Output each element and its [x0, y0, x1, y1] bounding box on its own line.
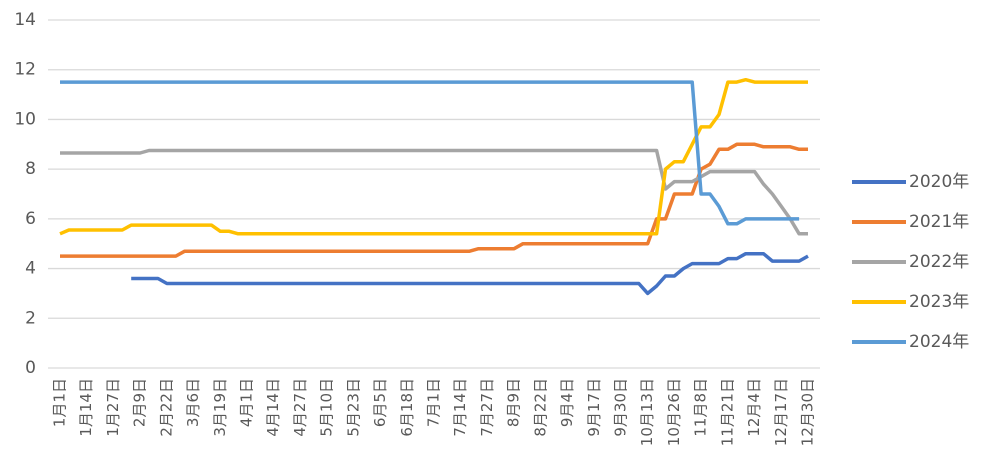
x-tick-label: 12月4日 — [745, 378, 763, 437]
y-tick-label: 12 — [14, 60, 36, 80]
x-tick-label: 7月14日 — [451, 378, 469, 437]
x-tick-label: 9月30日 — [612, 378, 630, 437]
x-tick-label: 7月27日 — [478, 378, 496, 437]
x-tick-label: 11月21日 — [718, 378, 736, 446]
x-tick-label: 4月14日 — [264, 378, 282, 437]
legend-label: 2021年 — [909, 212, 969, 232]
x-tick-label: 12月17日 — [772, 378, 790, 446]
series-line — [60, 148, 808, 236]
x-tick-label: 6月5日 — [371, 378, 389, 427]
x-tick-label: 8月9日 — [505, 378, 523, 427]
x-tick-label: 9月17日 — [585, 378, 603, 437]
x-tick-label: 1月27日 — [104, 378, 122, 437]
x-tick-label: 2月22日 — [157, 378, 175, 437]
x-tick-label: 3月6日 — [184, 378, 202, 427]
series-line — [60, 142, 808, 258]
x-tick-label: 10月26日 — [665, 378, 683, 446]
x-tick-label: 10月13日 — [638, 378, 656, 446]
legend-label: 2023年 — [909, 292, 969, 312]
y-tick-label: 2 — [25, 308, 36, 328]
x-tick-label: 8月22日 — [531, 378, 549, 437]
legend-label: 2024年 — [909, 332, 969, 352]
x-tick-label: 1月1日 — [51, 378, 69, 427]
x-tick-label: 5月10日 — [318, 378, 336, 437]
x-tick-label: 11月8日 — [692, 378, 710, 437]
x-tick-label: 4月1日 — [238, 378, 256, 427]
x-tick-label: 12月30日 — [799, 378, 817, 446]
legend-label: 2020年 — [909, 172, 969, 192]
y-tick-label: 14 — [14, 10, 36, 30]
y-tick-label: 8 — [25, 159, 36, 179]
y-tick-label: 6 — [25, 209, 36, 229]
y-tick-label: 0 — [25, 358, 36, 378]
legend-label: 2022年 — [909, 252, 969, 272]
x-tick-label: 3月19日 — [211, 378, 229, 437]
y-tick-label: 4 — [25, 259, 36, 279]
x-tick-label: 1月14日 — [77, 378, 95, 437]
y-tick-label: 10 — [14, 109, 36, 129]
series-line — [131, 251, 809, 296]
series-line — [60, 80, 800, 226]
x-tick-label: 2月9日 — [131, 378, 149, 427]
x-tick-label: 5月23日 — [344, 378, 362, 437]
x-tick-label: 7月1日 — [425, 378, 443, 427]
x-tick-label: 4月27日 — [291, 378, 309, 437]
x-tick-label: 9月4日 — [558, 378, 576, 427]
series-line — [59, 77, 808, 236]
x-tick-label: 6月18日 — [398, 378, 416, 437]
